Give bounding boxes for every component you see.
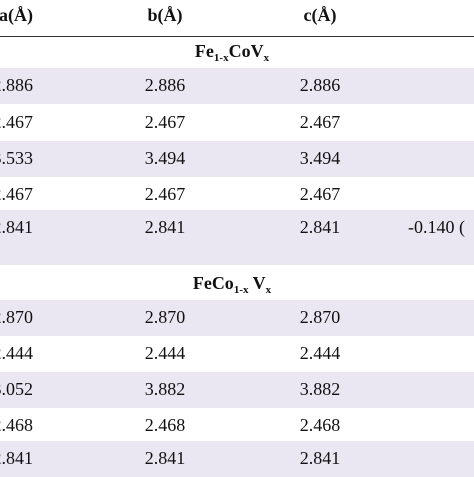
cell: 2.444	[299, 343, 341, 363]
cell: 2.468	[0, 415, 33, 435]
row-band	[0, 441, 474, 477]
title-part: x	[265, 284, 272, 296]
title-part: CoV	[228, 41, 264, 61]
cell: 2.467	[144, 184, 186, 204]
cell: 3.494	[144, 148, 186, 168]
row-band	[0, 68, 474, 104]
column-header: c(Å)	[303, 5, 337, 25]
cell: 2.841	[299, 448, 341, 468]
cell: 3.533	[0, 148, 33, 168]
cell: 2.444	[0, 343, 33, 363]
title-part: 1-x	[213, 52, 229, 64]
cell: 3.882	[299, 379, 341, 399]
cell: 2.870	[0, 307, 33, 327]
header-rule	[0, 36, 474, 37]
title-part: Fe	[194, 41, 214, 61]
cell: 2.841	[299, 217, 341, 237]
cell: 2.841	[144, 217, 186, 237]
title-part: V	[248, 273, 266, 293]
cell: 2.468	[144, 415, 186, 435]
cell: 2.886	[299, 75, 341, 95]
cell: 3.494	[299, 148, 341, 168]
column-header: b(Å)	[147, 5, 183, 25]
row-band	[0, 210, 474, 265]
cell: 3.882	[144, 379, 186, 399]
cell: 2.467	[0, 184, 33, 204]
title-part: 1-x	[233, 284, 249, 296]
cell: 2.444	[144, 343, 186, 363]
cell: 2.870	[299, 307, 341, 327]
cell: 2.886	[144, 75, 186, 95]
title-part: FeCo	[192, 273, 234, 293]
cell: 2.841	[144, 448, 186, 468]
column-header: a(Å)	[0, 5, 33, 25]
title-part: x	[263, 52, 270, 64]
cell: -0.140 (	[408, 217, 465, 237]
row-band	[0, 372, 474, 408]
cell: 2.467	[0, 112, 33, 132]
cell: 2.468	[299, 415, 341, 435]
cell: 2.467	[299, 112, 341, 132]
cell: 2.870	[144, 307, 186, 327]
section-title: Fe1-xCoVx	[195, 41, 269, 64]
cell: 3.052	[0, 379, 33, 399]
cell: 2.886	[0, 75, 33, 95]
row-band	[0, 300, 474, 336]
section-title: FeCo1-x Vx	[193, 273, 271, 296]
cell: 2.467	[299, 184, 341, 204]
row-band	[0, 141, 474, 177]
cell: 2.841	[0, 217, 33, 237]
cell: 2.467	[144, 112, 186, 132]
cell: 2.841	[0, 448, 33, 468]
